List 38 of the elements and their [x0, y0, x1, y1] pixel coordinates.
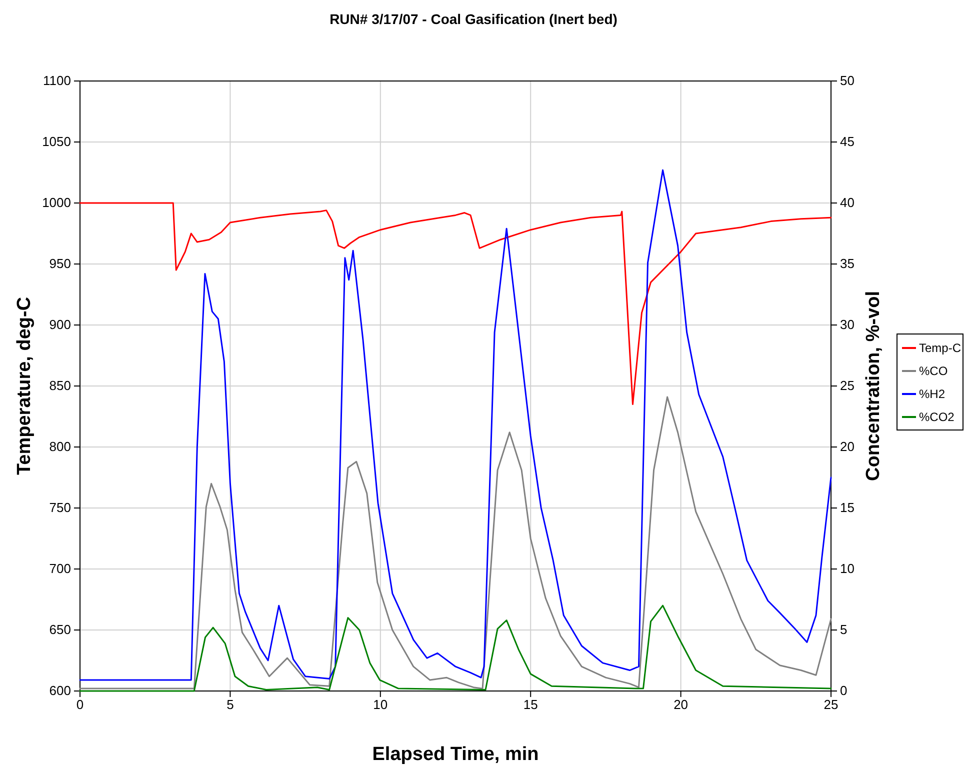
y2-tick-label: 20	[840, 439, 854, 454]
line-series	[79, 202, 832, 406]
x-tick-label: 15	[523, 697, 538, 712]
y-tick-label: 700	[49, 561, 71, 576]
legend-label: %CO2	[919, 410, 955, 424]
y-tick-label: 750	[49, 500, 71, 516]
y2-tick-label: 40	[840, 195, 854, 210]
y-tick-label: 800	[49, 439, 71, 454]
y-tick-label: 650	[49, 622, 71, 638]
y2-tick-label: 45	[840, 134, 854, 150]
y-tick-label: 1050	[42, 134, 71, 150]
y-tick-label: 900	[49, 317, 71, 332]
y-axis-title: Temperature, deg-C	[14, 296, 35, 476]
y2-tick-label: 5	[840, 622, 848, 638]
x-tick-label: 5	[226, 697, 234, 712]
chart-title: RUN# 3/17/07 - Coal Gasification (Inert bed)	[330, 11, 618, 27]
legend-label: %CO	[919, 364, 948, 378]
legend-label: Temp-C	[919, 341, 962, 355]
x-tick-label: 0	[76, 697, 84, 712]
line-series	[79, 169, 832, 681]
y-tick-label: 950	[49, 256, 71, 272]
x-tick-label: 10	[373, 697, 388, 712]
y2-tick-label: 25	[840, 378, 854, 394]
y-tick-label: 1000	[42, 195, 71, 210]
y2-tick-label: 0	[840, 683, 848, 698]
y2-tick-label: 30	[840, 317, 854, 332]
y2-tick-label: 50	[840, 73, 854, 88]
x-tick-label: 25	[824, 697, 838, 712]
y-tick-label: 850	[49, 378, 71, 394]
y2-axis-title: Concentration, %-vol	[863, 290, 884, 482]
legend-label: %H2	[919, 387, 946, 401]
y-tick-label: 600	[49, 683, 71, 698]
y2-tick-label: 15	[840, 500, 854, 516]
x-axis-title: Elapsed Time, min	[372, 744, 539, 765]
x-tick-label: 20	[674, 697, 688, 712]
y2-tick-label: 35	[840, 256, 854, 272]
y-tick-label: 1100	[43, 73, 71, 88]
y2-tick-label: 10	[840, 561, 854, 576]
